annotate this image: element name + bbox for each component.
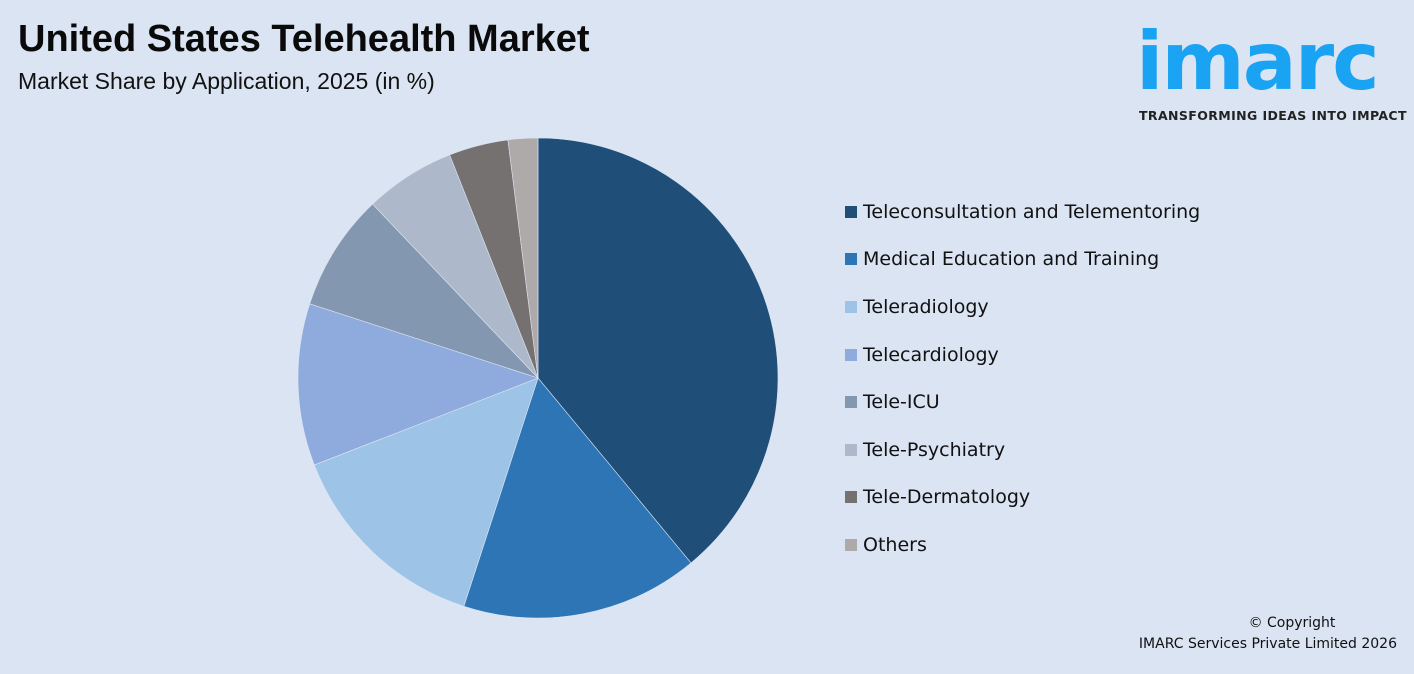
logo-tagline: TRANSFORMING IDEAS INTO IMPACT [1139, 108, 1407, 123]
chart-title: United States Telehealth Market [18, 18, 590, 60]
pie-slice [463, 377, 692, 619]
legend-swatch [845, 538, 857, 551]
pie-slice [309, 203, 539, 379]
legend-item: Tele-ICU [845, 378, 1200, 426]
copyright-company: IMARC Services Private Limited 2026 [1138, 636, 1397, 652]
copyright: © Copyright IMARC Services Private Limit… [1097, 613, 1397, 655]
legend: Teleconsultation and Telementoring Medic… [845, 188, 1200, 569]
copyright-line: © Copyright [1248, 615, 1336, 631]
legend-item: Teleconsultation and Telementoring [845, 188, 1200, 236]
legend-label: Teleradiology [863, 295, 989, 318]
legend-item: Tele-Dermatology [845, 474, 1200, 522]
legend-item: Telecardiology [845, 331, 1200, 379]
pie-slices [297, 137, 779, 619]
legend-swatch [845, 300, 857, 313]
legend-item: Teleradiology [845, 283, 1200, 331]
legend-swatch [845, 396, 857, 409]
legend-label: Tele-Dermatology [863, 486, 1031, 509]
pie-chart [297, 137, 779, 619]
legend-swatch [845, 348, 857, 361]
pie-slice [537, 137, 779, 564]
legend-label: Telecardiology [863, 343, 999, 366]
legend-swatch [845, 205, 857, 218]
pie-slice [507, 137, 539, 379]
legend-label: Tele-Psychiatry [863, 438, 1006, 461]
legend-item: Others [845, 521, 1200, 569]
pie-slice [297, 303, 539, 466]
legend-label: Teleconsultation and Telementoring [863, 200, 1201, 223]
imarc-logo: imarc TRANSFORMING IDEAS INTO IMPACT [1130, 10, 1410, 130]
legend-label: Medical Education and Training [863, 248, 1160, 271]
legend-swatch [845, 491, 857, 504]
legend-item: Medical Education and Training [845, 236, 1200, 284]
legend-item: Tele-Psychiatry [845, 426, 1200, 474]
legend-label: Others [863, 533, 927, 556]
pie-slice [313, 377, 539, 607]
legend-label: Tele-ICU [863, 391, 940, 414]
legend-swatch [845, 443, 857, 456]
legend-swatch [845, 253, 857, 266]
chart-subtitle: Market Share by Application, 2025 (in %) [18, 68, 435, 94]
logo-wordmark: imarc [1136, 15, 1380, 108]
